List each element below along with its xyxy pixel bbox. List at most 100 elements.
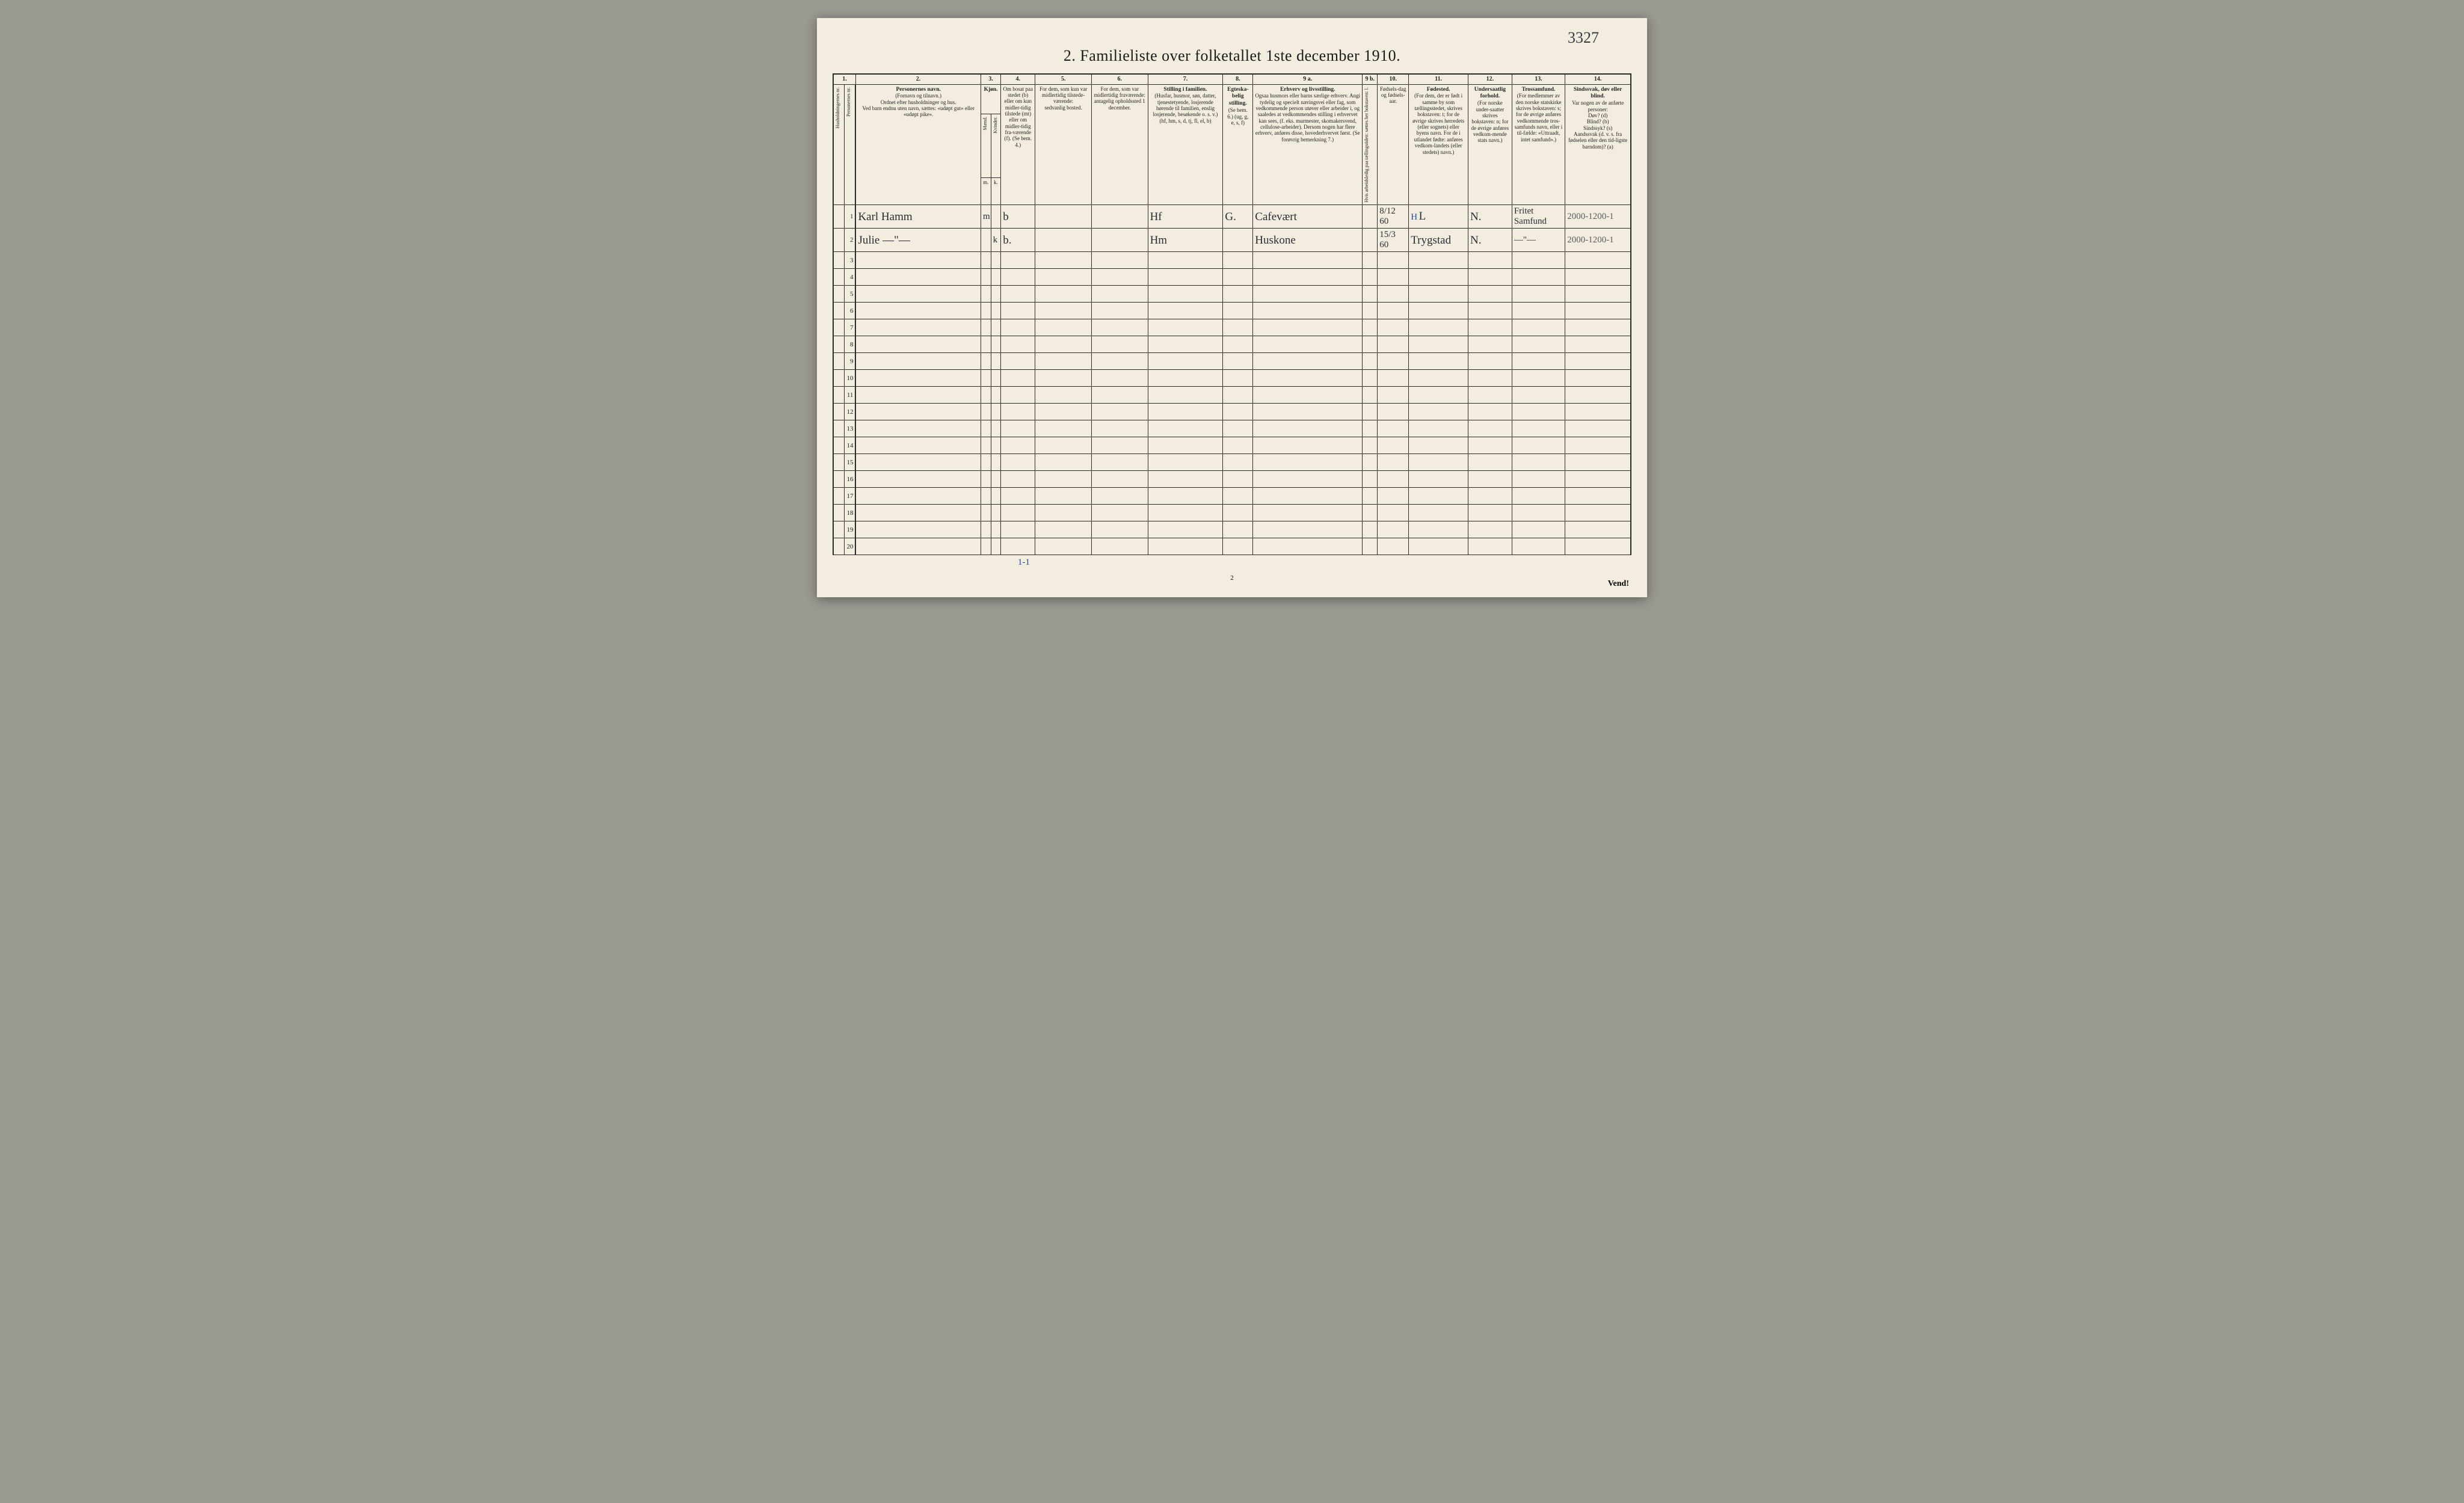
cell-k xyxy=(991,303,1001,319)
cell-fodested xyxy=(1409,521,1468,538)
cell-m xyxy=(981,420,991,437)
cell-mf-ophold xyxy=(1091,404,1148,420)
cell-erhverv xyxy=(1253,420,1363,437)
cell-erhverv xyxy=(1253,505,1363,521)
table-row: 1Karl HammmbHfG.Cafevært8/12 60H LN.Frit… xyxy=(833,205,1631,229)
hdr-sindssvak: Sindssvak, døv eller blind.Var nogen av … xyxy=(1565,84,1631,205)
cell-bosat xyxy=(1001,505,1035,521)
table-row: 17 xyxy=(833,488,1631,505)
cell-name xyxy=(855,471,981,488)
hdr-egteskab: Egteska-belig stilling.(Se bem. 6.) (ug,… xyxy=(1223,84,1253,205)
colnum-11: 11. xyxy=(1409,74,1468,84)
cell-bosat xyxy=(1001,521,1035,538)
cell-name xyxy=(855,538,981,555)
colnum-13: 13. xyxy=(1512,74,1565,84)
cell-egteskab xyxy=(1223,454,1253,471)
cell-hush-nr xyxy=(833,454,845,471)
cell-bosat xyxy=(1001,471,1035,488)
cell-egteskab xyxy=(1223,353,1253,370)
cell-m xyxy=(981,521,991,538)
cell-undersaatlig xyxy=(1468,437,1512,454)
cell-undersaatlig xyxy=(1468,521,1512,538)
cell-mt-bosted xyxy=(1035,521,1092,538)
cell-bosat xyxy=(1001,538,1035,555)
cell-k xyxy=(991,521,1001,538)
table-row: 20 xyxy=(833,538,1631,555)
name-text: Karl Hamm xyxy=(858,211,912,223)
cell-undersaatlig xyxy=(1468,269,1512,286)
cell-name xyxy=(855,303,981,319)
cell-mt-bosted xyxy=(1035,437,1092,454)
cell-sindssvak xyxy=(1565,521,1631,538)
cell-erhverv xyxy=(1253,336,1363,353)
cell-m xyxy=(981,505,991,521)
table-row: 14 xyxy=(833,437,1631,454)
cell-hush-nr xyxy=(833,420,845,437)
cell-hush-nr xyxy=(833,471,845,488)
cell-erhverv xyxy=(1253,538,1363,555)
cell-mf-ophold xyxy=(1091,252,1148,269)
cell-fodselsdag: 15/3 60 xyxy=(1378,229,1409,252)
cell-stilling xyxy=(1148,488,1223,505)
cell-egteskab xyxy=(1223,269,1253,286)
cell-fodselsdag xyxy=(1378,269,1409,286)
hdr-fodselsdag: Fødsels-dag og fødsels-aar. xyxy=(1378,84,1409,205)
cell-trossamfund xyxy=(1512,454,1565,471)
cell-erhverv xyxy=(1253,370,1363,387)
cell-person-nr: 4 xyxy=(845,269,856,286)
cell-k xyxy=(991,269,1001,286)
cell-stilling xyxy=(1148,303,1223,319)
cell-erhverv xyxy=(1253,521,1363,538)
hdr-undersaatlig: Undersaatlig forhold.(For norske under-s… xyxy=(1468,84,1512,205)
cell-m xyxy=(981,471,991,488)
cell-arbeidsledig xyxy=(1363,303,1378,319)
cell-stilling: Hm xyxy=(1148,229,1223,252)
cell-person-nr: 8 xyxy=(845,336,856,353)
cell-egteskab xyxy=(1223,521,1253,538)
cell-hush-nr xyxy=(833,336,845,353)
cell-fodested xyxy=(1409,286,1468,303)
cell-k xyxy=(991,538,1001,555)
cell-name: Karl Hamm xyxy=(855,205,981,229)
cell-undersaatlig xyxy=(1468,420,1512,437)
cell-arbeidsledig xyxy=(1363,437,1378,454)
cell-m: m xyxy=(981,205,991,229)
hdr-k: k. xyxy=(991,178,1001,205)
cell-stilling xyxy=(1148,336,1223,353)
cell-name xyxy=(855,286,981,303)
cell-mf-ophold xyxy=(1091,319,1148,336)
cell-stilling xyxy=(1148,521,1223,538)
cell-fodested xyxy=(1409,353,1468,370)
colnum-2: 2. xyxy=(855,74,981,84)
cell-egteskab xyxy=(1223,229,1253,252)
table-row: 6 xyxy=(833,303,1631,319)
cell-egteskab xyxy=(1223,336,1253,353)
cell-erhverv: Cafevært xyxy=(1253,205,1363,229)
table-row: 7 xyxy=(833,319,1631,336)
cell-fodested xyxy=(1409,420,1468,437)
cell-name xyxy=(855,505,981,521)
cell-k xyxy=(991,505,1001,521)
cell-fodested xyxy=(1409,437,1468,454)
cell-trossamfund xyxy=(1512,437,1565,454)
cell-arbeidsledig xyxy=(1363,205,1378,229)
cell-sindssvak xyxy=(1565,303,1631,319)
cell-fodested xyxy=(1409,387,1468,404)
cell-egteskab xyxy=(1223,488,1253,505)
cell-arbeidsledig xyxy=(1363,269,1378,286)
cell-fodested xyxy=(1409,505,1468,521)
cell-erhverv xyxy=(1253,319,1363,336)
cell-m xyxy=(981,538,991,555)
cell-name xyxy=(855,252,981,269)
cell-fodested xyxy=(1409,471,1468,488)
footer-page-number: 2 xyxy=(833,574,1631,582)
cell-undersaatlig xyxy=(1468,319,1512,336)
cell-arbeidsledig xyxy=(1363,488,1378,505)
hdr-maend: Mænd. xyxy=(983,115,988,131)
cell-sindssvak xyxy=(1565,538,1631,555)
colnum-10: 10. xyxy=(1378,74,1409,84)
cell-mf-ophold xyxy=(1091,538,1148,555)
cell-person-nr: 13 xyxy=(845,420,856,437)
cell-sindssvak xyxy=(1565,437,1631,454)
cell-name xyxy=(855,269,981,286)
